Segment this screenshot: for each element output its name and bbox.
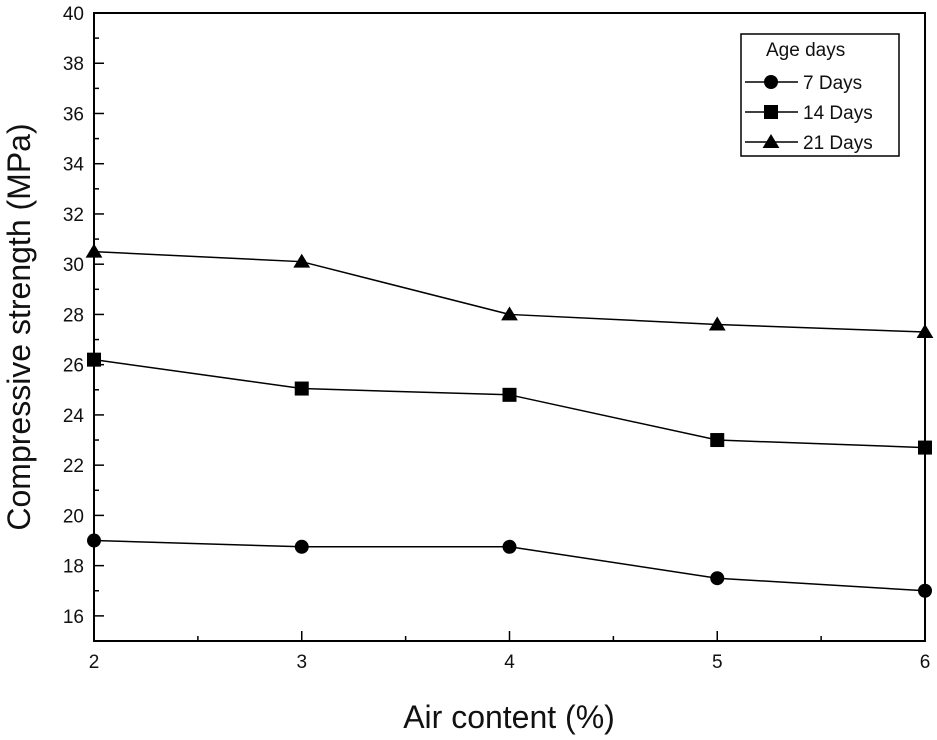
data-point bbox=[294, 539, 309, 554]
y-tick-label: 18 bbox=[63, 557, 84, 578]
legend-marker bbox=[762, 134, 780, 148]
x-axis-title: Air content (%) bbox=[403, 699, 615, 735]
y-tick-label: 32 bbox=[63, 205, 84, 226]
legend-label: 7 Days bbox=[803, 73, 862, 94]
series-14-days bbox=[87, 352, 932, 455]
y-axis-title: Compressive strength (MPa) bbox=[1, 123, 37, 530]
legend-label: 21 Days bbox=[803, 133, 873, 154]
legend-marker bbox=[764, 105, 778, 119]
data-point bbox=[87, 533, 101, 548]
y-tick-label: 36 bbox=[63, 104, 84, 125]
series-line bbox=[93, 358, 926, 449]
data-point bbox=[916, 324, 934, 339]
data-point bbox=[710, 571, 725, 586]
data-point bbox=[294, 381, 309, 396]
series-7-days bbox=[87, 533, 932, 598]
y-tick-label: 22 bbox=[63, 456, 84, 477]
y-tick-label: 28 bbox=[63, 305, 84, 326]
y-tick-label: 16 bbox=[63, 607, 84, 628]
data-point bbox=[710, 433, 725, 448]
legend-title: Age days bbox=[766, 40, 845, 61]
x-tick-label: 2 bbox=[89, 652, 100, 673]
data-point bbox=[502, 387, 517, 402]
data-point bbox=[87, 352, 101, 367]
legend: Age days 7 Days 14 Days 21 Days bbox=[740, 33, 900, 157]
x-tick-label: 4 bbox=[504, 652, 515, 673]
data-point bbox=[502, 539, 517, 554]
legend-box bbox=[740, 33, 900, 157]
legend-item: 21 Days bbox=[745, 133, 873, 154]
y-tick-label: 38 bbox=[63, 54, 84, 75]
legend-marker bbox=[764, 75, 778, 89]
legend-item: 7 Days bbox=[745, 73, 862, 94]
series-21-days bbox=[85, 243, 934, 339]
y-tick-label: 34 bbox=[63, 155, 85, 176]
y-tick-label: 20 bbox=[63, 506, 84, 527]
y-tick-label: 24 bbox=[63, 406, 85, 427]
data-point bbox=[85, 243, 103, 258]
y-axis: 16 18 20 22 24 26 28 30 32 34 36 38 40 bbox=[63, 4, 104, 642]
data-point bbox=[501, 306, 518, 321]
data-point bbox=[918, 440, 932, 455]
y-tick-label: 26 bbox=[63, 356, 84, 377]
x-tick-label: 5 bbox=[712, 652, 723, 673]
y-tick-label: 40 bbox=[63, 4, 84, 25]
x-tick-label: 6 bbox=[920, 652, 931, 673]
data-point bbox=[293, 253, 311, 268]
data-point bbox=[708, 316, 726, 331]
y-tick-label: 30 bbox=[63, 255, 84, 276]
x-axis: 2 3 4 5 6 bbox=[89, 631, 931, 673]
x-tick-label: 3 bbox=[296, 652, 307, 673]
legend-label: 14 Days bbox=[803, 103, 873, 124]
data-point bbox=[918, 583, 932, 598]
series-layer bbox=[85, 243, 934, 598]
legend-item: 14 Days bbox=[745, 103, 873, 124]
